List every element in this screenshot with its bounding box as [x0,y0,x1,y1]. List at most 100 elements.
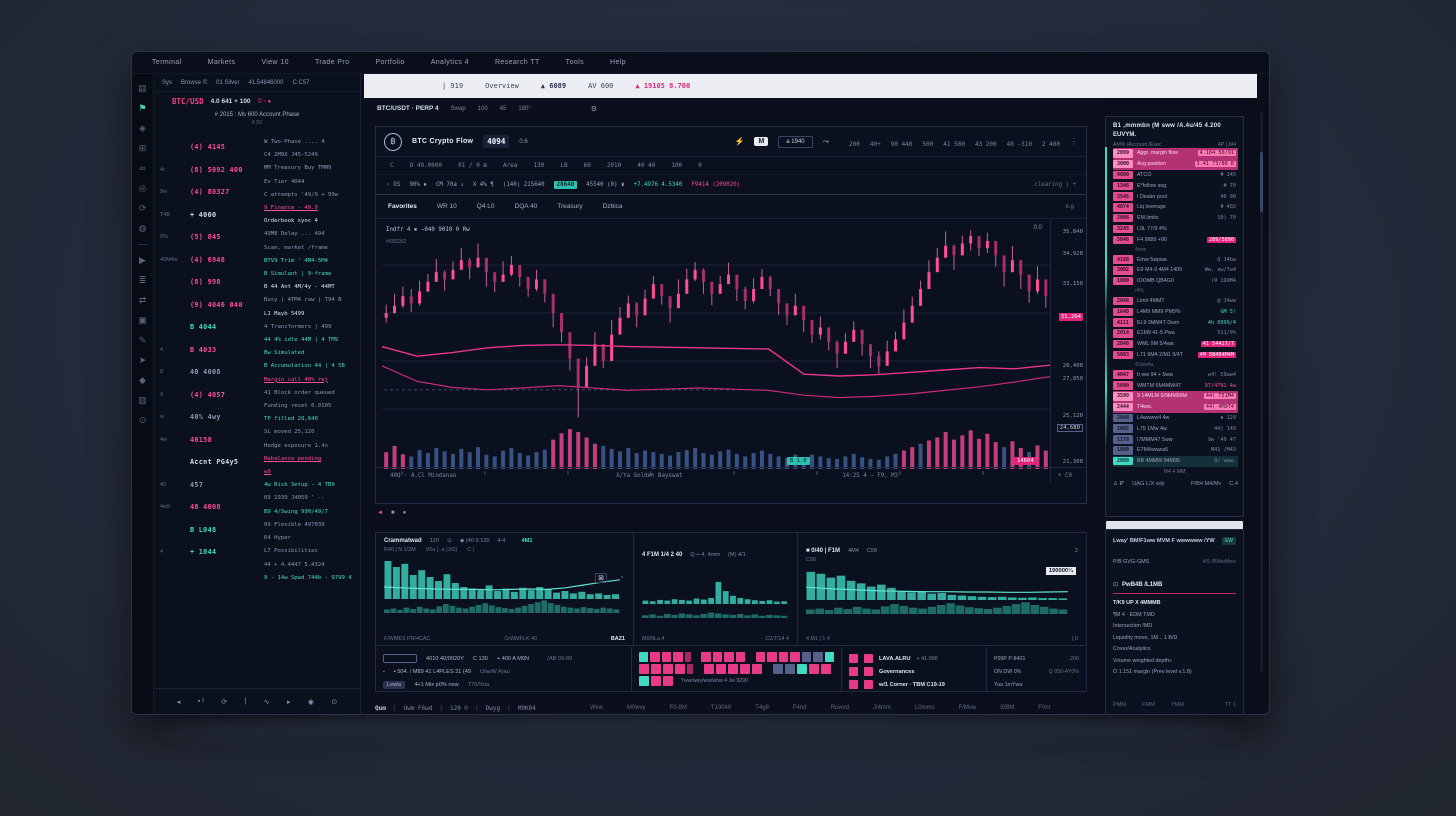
heat-square[interactable] [797,664,807,674]
symbol-bar-pair[interactable]: BTC/USDT · PERP 4 [377,105,439,112]
quote-row[interactable]: 9w (4) 80327 [160,181,264,204]
status-link[interactable]: T4g8 [755,705,769,711]
pair-row[interactable]: w/1 Corner · TBM C19-19 [849,678,979,691]
flag-icon[interactable]: ⚑ [138,103,147,113]
pair-row[interactable]: Governances [849,665,979,678]
heat-square[interactable] [785,664,795,674]
heat-square[interactable] [778,652,789,662]
symbol-bar-item[interactable]: Swap [450,105,466,112]
heat-square[interactable] [752,664,762,674]
watchlist-symbol-icons[interactable]: © ▫ ● [257,98,272,105]
orderbook-row[interactable]: 2048 WML 9M 5/4wa 41 54417/7 [1113,339,1238,350]
toolbar2-item[interactable]: 130 [533,162,545,169]
toolbar2-item[interactable]: 100 [671,162,683,169]
indicator-right[interactable]: clearing ) + [1034,181,1076,188]
status-link[interactable]: F4nd [792,705,807,711]
panel-b-chart[interactable] [642,566,788,618]
quote-row[interactable]: (8) 998 [160,271,264,294]
tab-treasury[interactable]: Treasury [557,203,583,210]
menu-item[interactable]: Terminal [152,59,182,66]
orderbook-row[interactable]: 3000 Avg position 3.41 73/80 B [1113,158,1238,170]
panel-icon[interactable]: ⊞ [138,143,147,153]
orderbook-row[interactable]: 2048 L4wwww4 4w ▪ 129 [1113,413,1238,424]
tab-favorites[interactable]: Favorites [388,203,417,210]
quote-row[interactable]: B 4044 [160,316,264,339]
mode-toggle[interactable]: M [754,137,769,146]
quote-row[interactable]: 4 + 1044 [160,541,264,564]
gear-icon[interactable]: ⚙ [590,105,598,113]
orderbook-row[interactable]: 3599 9 14MLM 9/9MM99M 44( T51M4 [1113,390,1238,402]
grid-gap[interactable] [764,664,771,674]
waveform-icon[interactable]: ∿ [263,698,270,706]
heat-square[interactable] [684,652,691,662]
symbol-bar-item[interactable]: 180° [518,105,531,112]
time-axis[interactable]: 40Q · A.Cl Mindanao X/Ya Golden Bayswat … [376,467,1086,483]
orderbook-row[interactable]: 5003 L71 9M4 2/M1 9/4T 4M 5B4B4M4M [1113,350,1238,361]
orderbook-row[interactable]: 4188 Emw 5wpwa Q J4bw [1113,254,1238,265]
status-link[interactable]: T10040 [710,705,732,711]
heat-square[interactable] [728,664,738,674]
heat-square[interactable] [651,664,661,674]
grid-gap[interactable] [747,652,754,662]
chart-range-markers[interactable]: ◄ ■ ● [377,510,406,516]
orderbook-row[interactable]: 1009 E7M4wwwa5 M41 /M43 [1113,445,1238,456]
heat-square[interactable] [755,652,766,662]
pen-icon[interactable]: ✎ [138,335,147,345]
tab-dqa-40[interactable]: DQA 40 [514,203,538,210]
heat-square[interactable] [824,652,834,662]
grid-gap[interactable] [695,664,702,674]
orderbook-row[interactable]: 2014 E1M9 41-5 Pwa 511/9% [1113,328,1238,339]
panel-a-chart[interactable] [383,555,621,613]
status-link[interactable]: F0-8M [669,705,687,711]
quote-row[interactable]: 4t (8) 5092 400 [160,159,264,182]
gauge-icon[interactable]: ◍ [138,223,147,233]
orderbook-row[interactable]: 4074 Liq leverage # 402 [1113,202,1238,213]
pair-row[interactable]: LAVA.ALRU + 41.090 [849,652,979,665]
orderbook-row[interactable]: 3245 L9L 77/9 4% [1113,224,1238,235]
orderbook-row[interactable]: 5090 WMTM 5M4MW4T 97/4791 4w [1113,380,1238,391]
layers-icon[interactable]: ▣ [138,315,147,325]
panel-a-expand-icon[interactable]: ⊠ [595,573,607,583]
symbol-bar-item[interactable]: 100 [477,105,488,112]
refresh-icon[interactable]: ⟳ [138,203,147,213]
lewis-button[interactable]: Lewis [383,680,406,689]
indicator-collapse[interactable]: ‹ OS [386,181,401,188]
quote-row[interactable]: (9) 4046 040 [160,294,264,317]
watchlist-toolbar-item[interactable]: Sys [162,79,173,86]
window-icon[interactable]: ▤ [138,83,147,93]
globe-icon[interactable]: ◎ [138,183,147,193]
quote-row[interactable]: 9% (5) 845 [160,226,264,249]
watchlist-toolbar-item[interactable]: Browse © [181,79,208,86]
orderbook-row[interactable]: 4090 ATCO # 145 [1113,170,1238,181]
heat-square[interactable] [650,652,660,662]
heat-square[interactable] [675,664,685,674]
tab-q4-l0[interactable]: Q4 L0 [476,203,495,210]
toolbar2-item[interactable]: 60 [583,162,591,169]
heat-square[interactable] [663,664,673,674]
step-back-icon[interactable]: ◂ [176,698,181,706]
heat-square[interactable] [790,652,800,662]
heat-square[interactable] [651,676,661,686]
watchlist-symbol[interactable]: BTC/USD [172,97,204,106]
status-link[interactable]: Wvw [589,705,603,711]
heat-square[interactable] [639,652,649,662]
orderbook-row[interactable]: 5046 F4 9889 +90 289/5890 [1113,234,1238,245]
watchlist-toolbar-item[interactable]: 41.54846000 [248,79,284,86]
divider-icon[interactable]: | [244,698,247,705]
heat-square[interactable] [821,664,831,674]
heat-square[interactable] [735,652,746,662]
quote-row[interactable]: 40 457 [160,474,264,497]
swap-icon[interactable]: ⇄ [138,295,147,305]
quote-row[interactable]: 4w 40158 [160,429,264,452]
symbol-bar-item[interactable]: 45 [499,105,507,112]
orderbook-row[interactable]: 1648 L4M9 MM9 PM9% GM 5! [1113,306,1238,317]
watchlist-toolbar-item[interactable]: C.C57 [292,79,310,86]
menu-item[interactable]: Analytics 4 [430,59,469,66]
menu-item[interactable]: Trade Pro [314,59,350,66]
menu-item[interactable]: Help [610,59,627,66]
orderbook-scroll-track[interactable] [1106,521,1243,530]
quote-row[interactable]: Accnt PG4y5 [160,451,264,474]
scrollbar-thumb[interactable] [1260,152,1263,212]
heat-square[interactable] [663,676,673,686]
quote-row[interactable]: B L048 [160,519,264,542]
